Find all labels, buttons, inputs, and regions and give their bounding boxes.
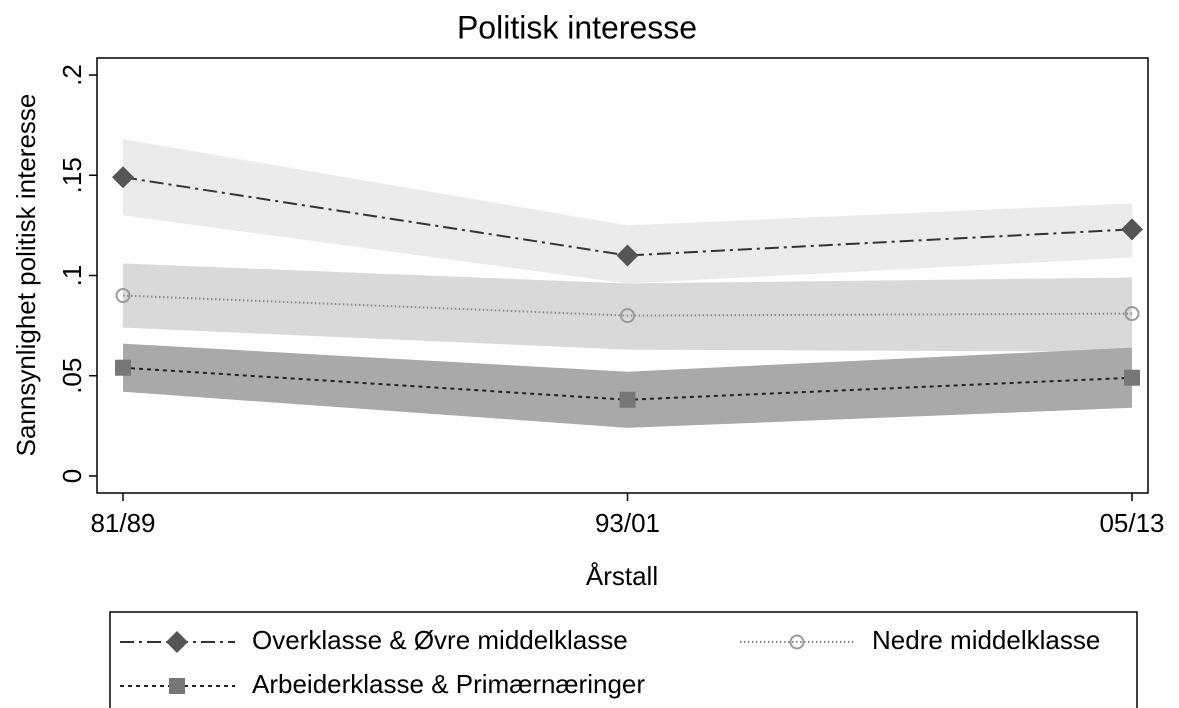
data-point (1121, 218, 1143, 241)
data-point (1124, 306, 1140, 322)
y-tick-label: .05 (57, 358, 87, 394)
legend-marker (169, 678, 185, 694)
legend-marker (166, 631, 188, 653)
legend-label: Overklasse & Øvre middelklasse (252, 625, 628, 655)
y-tick-label: .1 (57, 265, 87, 287)
series-line (122, 294, 1133, 317)
y-tick-label: 0 (57, 469, 87, 483)
x-tick-label: 81/89 (90, 508, 155, 538)
data-point (112, 166, 134, 189)
data-point (619, 391, 636, 408)
legend-box (109, 611, 1138, 708)
data-point (115, 359, 131, 376)
data-point (1124, 369, 1140, 386)
data-point (620, 308, 635, 324)
x-axis-label: Årstall (586, 561, 658, 591)
data-point (616, 244, 639, 267)
chart-title: Politisk interesse (457, 9, 697, 45)
confidence-band (123, 263, 1132, 352)
x-tick-label: 05/13 (1099, 508, 1164, 538)
legend-label: Arbeiderklasse & Primærnæringer (252, 669, 645, 699)
y-tick-label: .2 (57, 64, 87, 86)
confidence-band (123, 139, 1132, 284)
series-line (122, 176, 1133, 257)
y-tick-label: .15 (57, 157, 87, 193)
legend-label: Nedre middelklasse (872, 625, 1100, 655)
legend-marker (789, 634, 805, 650)
confidence-band (123, 343, 1132, 428)
data-point (115, 288, 131, 304)
y-axis-label: Sannsynlighet politisk interesse (11, 94, 41, 457)
x-tick-label: 93/01 (595, 508, 660, 538)
